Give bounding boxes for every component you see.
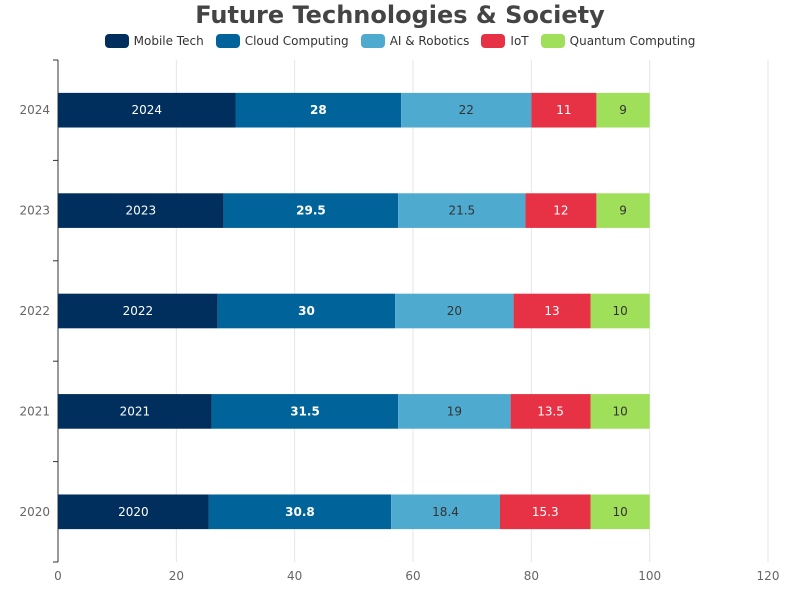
data-label: 2020 — [118, 505, 149, 519]
y-tick-label: 2024 — [19, 103, 50, 117]
data-label: 2024 — [131, 103, 162, 117]
x-tick-label: 60 — [405, 569, 420, 583]
data-label: 2022 — [123, 304, 154, 318]
legend-label: Mobile Tech — [133, 34, 204, 48]
data-label: 13.5 — [537, 404, 564, 418]
data-label: 10 — [612, 404, 627, 418]
legend-label: Quantum Computing — [569, 34, 696, 48]
bar-segment — [211, 394, 399, 429]
data-label: 12 — [553, 204, 568, 218]
data-label: 22 — [459, 103, 474, 117]
bar-segment — [391, 494, 500, 530]
data-label: 30 — [298, 304, 315, 318]
bar-segment — [401, 92, 532, 128]
y-tick-label: 2023 — [19, 204, 50, 218]
x-tick-label: 40 — [287, 569, 302, 583]
data-label: 11 — [556, 103, 571, 117]
data-label: 10 — [612, 304, 627, 318]
bar-segment — [596, 193, 650, 228]
x-tick-label: 100 — [638, 569, 661, 583]
bar-segment — [235, 92, 402, 128]
bar-segment — [590, 494, 650, 530]
data-label: 10 — [612, 505, 627, 519]
legend-item-3[interactable]: IoT — [481, 34, 529, 48]
bar-segment — [590, 394, 650, 429]
data-label: 21.5 — [448, 204, 475, 218]
legend-item-0[interactable]: Mobile Tech — [104, 34, 204, 48]
x-tick-label: 80 — [524, 569, 539, 583]
bar-segment — [58, 394, 212, 429]
legend-swatch — [481, 34, 506, 48]
y-tick-label: 2021 — [19, 404, 50, 418]
bar-segment — [217, 293, 396, 329]
bar-segment — [590, 293, 650, 329]
bar-segment — [58, 92, 236, 128]
data-label: 13 — [544, 304, 559, 318]
data-label: 9 — [619, 103, 627, 117]
data-label: 28 — [310, 103, 327, 117]
bar-segment — [596, 92, 650, 128]
legend-swatch — [540, 34, 565, 48]
bar-segment — [510, 394, 591, 429]
legend-label: Cloud Computing — [244, 34, 349, 48]
legend-swatch — [360, 34, 385, 48]
bar-segment — [513, 293, 591, 329]
data-label: 15.3 — [532, 505, 559, 519]
legend-label: AI & Robotics — [389, 34, 470, 48]
bar-segment — [58, 193, 224, 228]
legend-item-1[interactable]: Cloud Computing — [215, 34, 349, 48]
legend-swatch — [215, 34, 240, 48]
bar-segment — [525, 193, 597, 228]
bar-segment — [398, 193, 526, 228]
data-label: 20 — [447, 304, 462, 318]
data-label: 18.4 — [432, 505, 459, 519]
data-label: 19 — [447, 404, 462, 418]
bar-segment — [208, 494, 392, 530]
x-tick-label: 20 — [169, 569, 184, 583]
legend-item-4[interactable]: Quantum Computing — [540, 34, 696, 48]
bar-segment — [398, 394, 511, 429]
data-label: 29.5 — [296, 204, 326, 218]
legend: Mobile Tech Cloud Computing AI & Robotics I… — [0, 31, 800, 51]
x-tick-label: 120 — [757, 569, 780, 583]
x-tick-label: 0 — [54, 569, 62, 583]
bar-segment — [58, 293, 218, 329]
legend-swatch — [104, 34, 129, 48]
bar-segment — [531, 92, 597, 128]
data-label: 2021 — [120, 404, 151, 418]
data-label: 31.5 — [290, 404, 320, 418]
data-label: 9 — [619, 204, 627, 218]
y-tick-label: 2022 — [19, 304, 50, 318]
bar-segment — [395, 293, 514, 329]
bar-segment — [58, 494, 209, 530]
chart-title: Future Technologies & Society — [195, 1, 605, 29]
data-label: 30.8 — [285, 505, 315, 519]
legend-item-2[interactable]: AI & Robotics — [360, 34, 470, 48]
bar-segment — [223, 193, 399, 228]
legend-label: IoT — [510, 34, 529, 48]
bar-segment — [499, 494, 591, 530]
y-tick-label: 2020 — [19, 505, 50, 519]
data-label: 2023 — [126, 204, 157, 218]
